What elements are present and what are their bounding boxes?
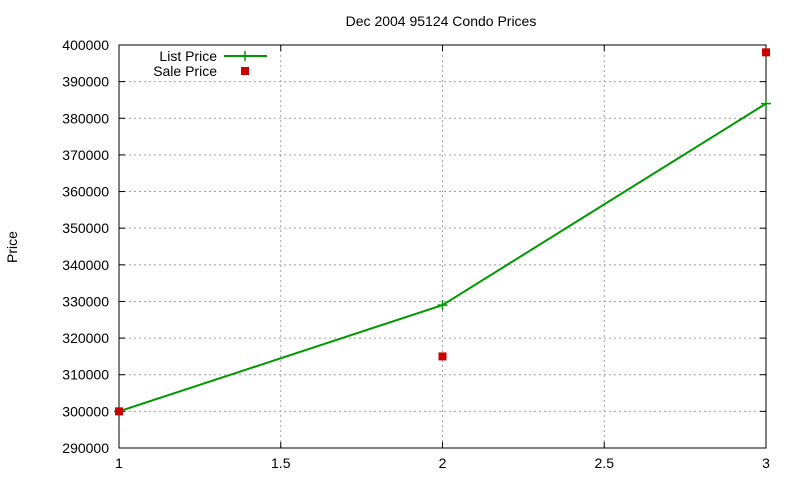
x-tick-label: 1 <box>115 455 123 471</box>
x-tick-label: 3 <box>762 455 770 471</box>
sale-price-point <box>115 407 123 416</box>
y-tick-label: 360000 <box>62 184 109 200</box>
grid-layer <box>119 45 766 448</box>
y-tick-label: 320000 <box>62 330 109 346</box>
legend-square-marker <box>241 67 249 75</box>
series-layer <box>114 48 771 417</box>
x-tick-label: 2 <box>439 455 447 471</box>
y-tick-label: 350000 <box>62 220 109 236</box>
legend-plus-marker <box>240 51 250 61</box>
y-tick-label: 300000 <box>62 403 109 419</box>
y-tick-label: 390000 <box>62 74 109 90</box>
y-tick-label: 340000 <box>62 257 109 273</box>
chart-title: Dec 2004 95124 Condo Prices <box>346 13 537 29</box>
sale-price-point <box>762 48 770 57</box>
legend-label: List Price <box>159 48 217 64</box>
y-tick-label: 380000 <box>62 110 109 126</box>
legend-label: Sale Price <box>153 63 217 79</box>
sale-price-point <box>438 352 447 361</box>
axis-layer: 1 1.5 2 2.5 3 290000 300000 310000 320000 330000 3… <box>62 37 770 471</box>
list-price-point <box>761 98 771 109</box>
y-tick-label: 290000 <box>62 440 109 456</box>
y-tick-label: 400000 <box>62 37 109 53</box>
list-price-point <box>437 300 448 311</box>
y-tick-label: 370000 <box>62 147 109 163</box>
y-axis-label: Price <box>4 231 20 263</box>
x-tick-label: 1.5 <box>271 455 291 471</box>
x-tick-label: 2.5 <box>595 455 615 471</box>
y-tick-label: 310000 <box>62 367 109 383</box>
y-tick-label: 330000 <box>62 293 109 309</box>
